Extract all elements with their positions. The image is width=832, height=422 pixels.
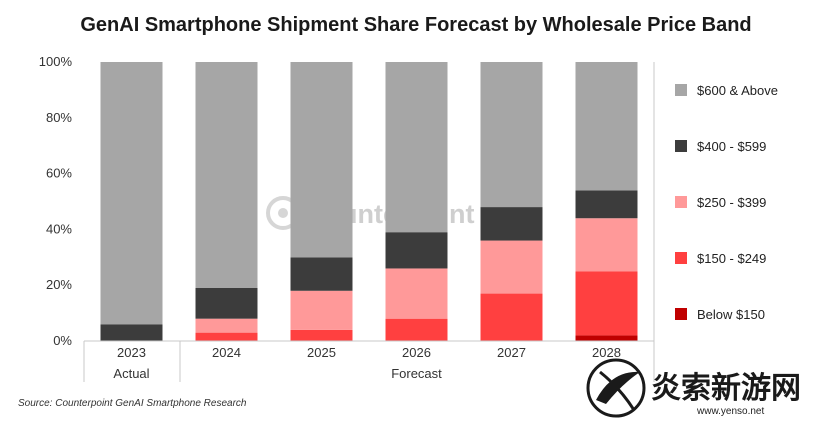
bar-segment [195, 332, 258, 341]
site-name: 炎索新游网 [651, 372, 801, 405]
x-tick-label: 2027 [497, 345, 526, 360]
bar-segment [195, 318, 258, 333]
legend-swatch [675, 308, 687, 320]
legend-label: Below $150 [697, 307, 765, 322]
bar-segment [385, 62, 448, 233]
bar-segment [100, 324, 163, 341]
bar-segment [290, 62, 353, 258]
bar-segment [385, 232, 448, 269]
x-axis: 2023 2024 2025 2026 2027 2028 Actual Forecast [83, 340, 655, 382]
y-tick-label: 80% [46, 110, 72, 125]
x-group-label: Actual [113, 366, 149, 381]
y-tick-label: 60% [46, 166, 72, 181]
chart-title: GenAI Smartphone Shipment Share Forecast… [80, 14, 751, 36]
x-group-label: Forecast [391, 366, 442, 381]
y-tick-label: 20% [46, 277, 72, 292]
y-tick-label: 40% [46, 221, 72, 236]
bar-segment [575, 62, 638, 191]
bar-segment [480, 240, 543, 294]
source-note: Source: Counterpoint GenAI Smartphone Re… [18, 398, 247, 409]
bar-segment [575, 335, 638, 341]
bars [100, 62, 638, 341]
bar-segment [575, 271, 638, 336]
y-tick-label: 100% [39, 54, 73, 69]
y-tick-label: 0% [53, 333, 72, 348]
bar-segment [290, 329, 353, 341]
site-badge: 炎索新游网 www.yenso.net [586, 358, 801, 418]
legend-swatch [675, 140, 687, 152]
x-tick-label: 2025 [307, 345, 336, 360]
bar-segment [385, 318, 448, 341]
legend: $600 & Above $400 - $599 $250 - $399 $150 -… [653, 62, 778, 341]
bar-segment [195, 287, 258, 319]
bar-segment [575, 218, 638, 272]
x-tick-label: 2023 [117, 345, 146, 360]
y-axis: 0% 20% 40% 60% 80% 100% [39, 54, 73, 348]
bar-segment [575, 190, 638, 219]
legend-swatch [675, 196, 687, 208]
x-tick-label: 2026 [402, 345, 431, 360]
x-tick-label: 2028 [592, 345, 621, 360]
bar-segment [480, 62, 543, 208]
legend-label: $150 - $249 [697, 251, 766, 266]
site-url: www.yenso.net [696, 406, 764, 417]
x-tick-label: 2024 [212, 345, 241, 360]
legend-swatch [675, 252, 687, 264]
legend-label: $600 & Above [697, 83, 778, 98]
bar-segment [385, 268, 448, 319]
bar-segment [480, 293, 543, 341]
legend-label: $250 - $399 [697, 195, 766, 210]
legend-label: $400 - $599 [697, 139, 766, 154]
bar-segment [290, 290, 353, 330]
bar-segment [100, 62, 163, 325]
bar-segment [290, 257, 353, 291]
legend-swatch [675, 84, 687, 96]
bar-segment [480, 207, 543, 241]
bar-segment [195, 62, 258, 288]
